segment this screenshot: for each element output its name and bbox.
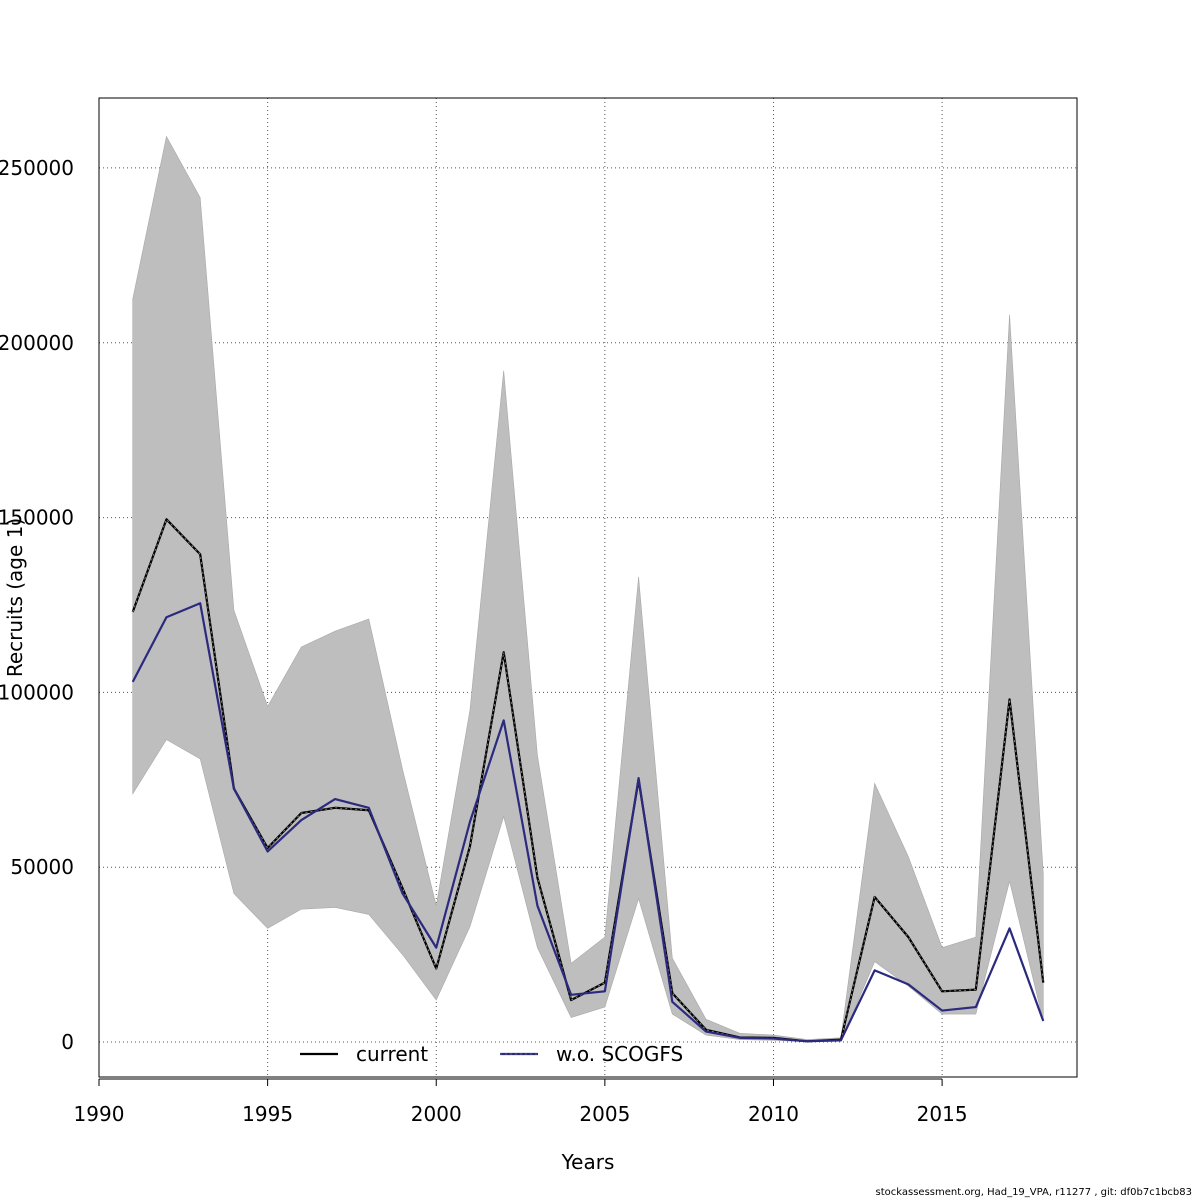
y-axis: 0 50000 100000 150000 200000 250000 bbox=[0, 156, 74, 1054]
legend-label-wo-scogfs: w.o. SCOGFS bbox=[556, 1042, 683, 1066]
x-tick-label-2010: 2010 bbox=[748, 1102, 799, 1126]
series-line-wo-scogfs bbox=[131, 602, 1045, 1043]
confidence-band bbox=[132, 135, 1044, 1042]
plot-frame bbox=[98, 97, 1078, 1078]
y-tick-label-200000: 200000 bbox=[0, 331, 74, 355]
x-tick-label-1995: 1995 bbox=[242, 1102, 293, 1126]
x-tick-label-2015: 2015 bbox=[917, 1102, 968, 1126]
y-tick-label-0: 0 bbox=[61, 1030, 74, 1054]
x-axis-title: Years bbox=[561, 1150, 615, 1174]
series-lines bbox=[131, 518, 1045, 1043]
footer-note: stockassessment.org, Had_19_VPA, r11277 … bbox=[875, 1187, 1193, 1198]
y-tick-label-100000: 100000 bbox=[0, 680, 74, 704]
x-tick-label-2000: 2000 bbox=[411, 1102, 462, 1126]
y-axis-title: Recruits (age 1) bbox=[3, 518, 27, 677]
confidence-band-area bbox=[132, 135, 1044, 1042]
legend-label-current: current bbox=[356, 1042, 428, 1066]
y-tick-label-150000: 150000 bbox=[0, 506, 74, 530]
x-tick-label-2005: 2005 bbox=[579, 1102, 630, 1126]
series-line-current-overlay bbox=[132, 518, 1044, 1042]
y-tick-label-250000: 250000 bbox=[0, 156, 74, 180]
grid-lines bbox=[98, 98, 1077, 1077]
x-tick-label-1990: 1990 bbox=[74, 1102, 125, 1126]
x-axis: 1990 1995 2000 2005 2010 2015 bbox=[74, 1078, 968, 1126]
y-tick-label-50000: 50000 bbox=[10, 855, 74, 879]
legend: current w.o. SCOGFS bbox=[300, 1042, 683, 1066]
